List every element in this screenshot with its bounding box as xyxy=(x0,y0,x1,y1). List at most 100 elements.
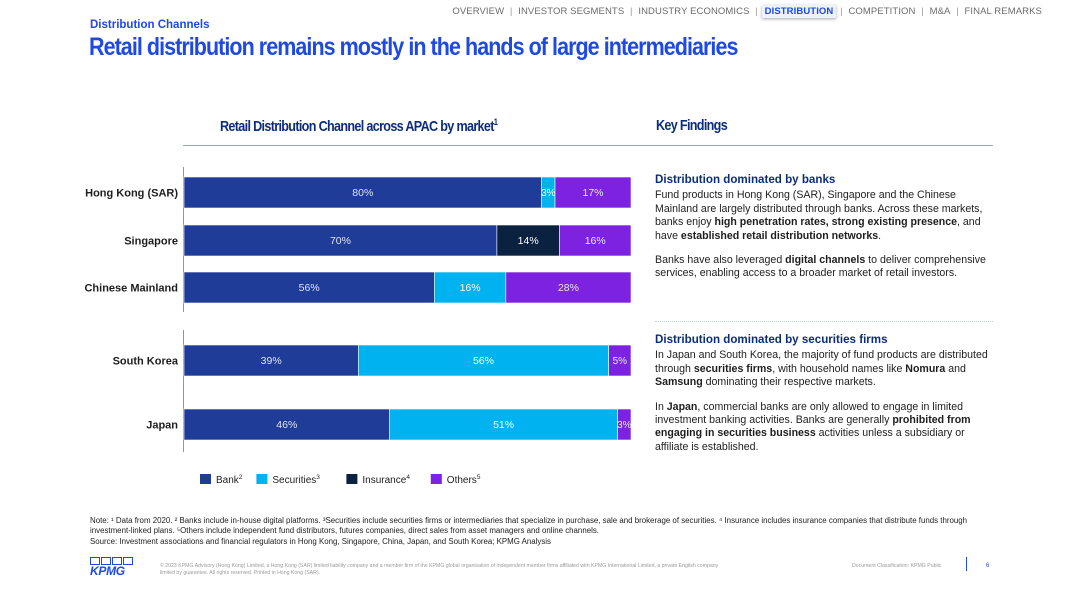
data-label: 56% xyxy=(299,282,320,294)
data-label: 16% xyxy=(460,282,481,294)
legend-swatch-securities xyxy=(256,474,268,484)
bar-segment-bank xyxy=(183,408,390,441)
body-text: In Japan and South Korea, the majority o… xyxy=(655,349,988,375)
body-text: dominating their respective markets. xyxy=(702,376,876,389)
data-label: 5% xyxy=(613,356,628,367)
emphasis-text: prohibited from engaging in securities b… xyxy=(655,414,971,440)
category-label: Singapore xyxy=(124,236,178,248)
bar-segment-securities xyxy=(358,344,609,377)
legend-footnote: 5 xyxy=(477,474,481,481)
data-label: 16% xyxy=(585,235,606,247)
data-label: 28% xyxy=(558,282,579,294)
page-number: 6 xyxy=(986,563,990,569)
finding-heading: Distribution dominated by securities fir… xyxy=(655,333,888,346)
bar-segment-securities xyxy=(389,408,618,441)
kpmg-logo: KPMG xyxy=(90,557,134,579)
data-label: 3% xyxy=(617,420,632,431)
data-label: 70% xyxy=(330,235,351,247)
nav-item-competition[interactable]: COMPETITION xyxy=(848,6,916,17)
bar-segment-bank xyxy=(183,224,498,257)
data-label: 3% xyxy=(541,188,556,199)
bar-segment-bank xyxy=(183,176,542,209)
data-label: 39% xyxy=(261,355,282,367)
logo-wordmark: KPMG xyxy=(90,564,125,578)
legend-label-securities: Securities3 xyxy=(272,474,320,486)
bar-segment-others xyxy=(559,224,632,257)
legend-footnote: 3 xyxy=(316,474,320,481)
finding-paragraph: Fund products in Hong Kong (SAR), Singap… xyxy=(655,189,995,243)
category-label: Hong Kong (SAR) xyxy=(85,188,178,200)
source-text: Source: Investment associations and fina… xyxy=(90,536,551,546)
nav-separator: | xyxy=(953,6,962,17)
nav-separator: | xyxy=(507,6,516,17)
body-text: and xyxy=(945,362,966,375)
stacked-bar-chart: Hong Kong (SAR) 80% 3% 17% Singapore 70% 14% 16… xyxy=(84,167,632,486)
emphasis-text: established retail distribution networks xyxy=(680,229,879,242)
legend-label-insurance: Insurance4 xyxy=(362,474,410,486)
nav-item-industry-economics[interactable]: INDUSTRY ECONOMICS xyxy=(638,6,750,17)
bar-segment-bank xyxy=(183,271,435,304)
nav-item-distribution[interactable]: DISTRIBUTION xyxy=(761,5,837,18)
body-text: , commercial banks are only allowed to e… xyxy=(655,400,963,427)
legend-swatch-others xyxy=(430,474,442,484)
body-text: , and have xyxy=(655,216,981,242)
legend-label-bank: Bank2 xyxy=(216,474,243,486)
legend-footnote: 2 xyxy=(239,474,243,481)
nav-item-m-a[interactable]: M&A xyxy=(929,6,951,17)
data-label: 17% xyxy=(582,187,603,199)
finding-paragraph: Banks have also leveraged digital channe… xyxy=(655,254,995,281)
page-title: Retail distribution remains mostly in th… xyxy=(89,33,738,61)
findings-divider xyxy=(655,321,993,322)
emphasis-text: securities firms xyxy=(693,362,773,375)
body-text: to deliver comprehensive services, enabl… xyxy=(655,254,986,280)
data-label: 14% xyxy=(518,235,539,247)
bar-segment-others xyxy=(554,176,632,209)
bar-segment-others xyxy=(608,344,632,377)
data-label: 51% xyxy=(493,419,514,431)
chart-title: Retail Distribution Channel across APAC … xyxy=(220,117,498,135)
bar-segment-others xyxy=(617,408,632,441)
note-text: Note: ¹ Data from 2020. ² Banks include … xyxy=(90,516,968,536)
nav-separator: | xyxy=(837,6,846,17)
emphasis-text: digital channels xyxy=(785,254,866,267)
finding-paragraph: In Japan and South Korea, the majority o… xyxy=(655,349,995,389)
section-label: Distribution Channels xyxy=(90,19,210,31)
category-label: Japan xyxy=(146,420,178,432)
body-text: In xyxy=(655,400,667,413)
emphasis-text: high penetration rates, strong existing … xyxy=(714,216,958,229)
body-text: . xyxy=(878,229,882,242)
document-classification: Document Classification: KPMG Public xyxy=(852,563,942,569)
footer-separator xyxy=(966,557,967,571)
legend-footnote: 4 xyxy=(406,474,410,481)
emphasis-text: Japan xyxy=(666,400,698,413)
body-text: Banks have also leveraged xyxy=(655,254,786,267)
bar-segment-insurance xyxy=(496,224,560,257)
finding-heading: Distribution dominated by banks xyxy=(655,173,836,186)
data-label: 46% xyxy=(276,419,297,431)
bar-segment-others xyxy=(505,271,632,304)
data-label: 80% xyxy=(352,187,373,199)
nav-separator: | xyxy=(627,6,636,17)
legend-swatch-bank xyxy=(200,474,211,484)
emphasis-text: Nomura xyxy=(905,362,946,375)
footnotes: Note: ¹ Data from 2020. ² Banks include … xyxy=(90,516,1000,547)
key-findings-title: Key Findings xyxy=(656,117,728,134)
body-text: Fund products in Hong Kong (SAR), Singap… xyxy=(655,189,983,229)
finding-banks: Distribution dominated by banks Fund pro… xyxy=(655,173,995,281)
finding-securities-firms: Distribution dominated by securities fir… xyxy=(655,333,995,454)
nav-item-investor-segments[interactable]: INVESTOR SEGMENTS xyxy=(518,6,625,17)
finding-paragraph: In Japan, commercial banks are only allo… xyxy=(655,401,995,455)
top-navigation: OVERVIEW | INVESTOR SEGMENTS | INDUSTRY … xyxy=(450,5,1044,18)
header-rule xyxy=(183,145,993,146)
logo-boxes xyxy=(90,557,134,565)
nav-item-overview[interactable]: OVERVIEW xyxy=(452,6,505,17)
category-label: Chinese Mainland xyxy=(84,283,178,295)
nav-separator: | xyxy=(752,6,761,17)
chart-title-text: Retail Distribution Channel across APAC … xyxy=(220,118,494,135)
body-text: activities unless a subsidiary or affili… xyxy=(655,427,965,453)
legend-swatch-insurance xyxy=(346,474,358,484)
nav-item-final-remarks[interactable]: FINAL REMARKS xyxy=(964,6,1042,17)
data-label: 56% xyxy=(473,355,494,367)
chart-title-footnote: 1 xyxy=(493,117,498,127)
body-text: , with household names like xyxy=(772,362,906,375)
